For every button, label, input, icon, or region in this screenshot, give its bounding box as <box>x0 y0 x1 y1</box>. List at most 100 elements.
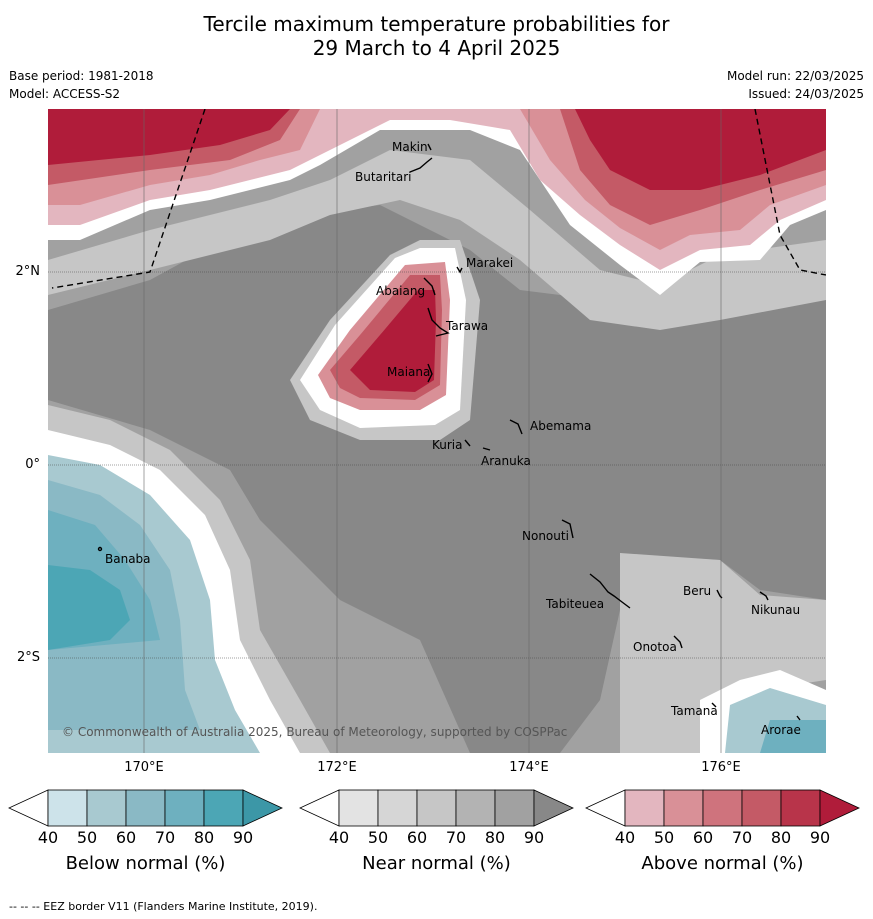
below-normal-80-south-east <box>760 720 826 753</box>
colorbar-1 <box>8 789 283 827</box>
colorbar-tick-label: 70 <box>154 828 176 847</box>
lat-label-2S: 2°S <box>16 650 40 665</box>
lon-label-172E: 172°E <box>317 760 357 775</box>
label-kuria: Kuria <box>432 438 463 452</box>
colorbar-tick-label: 50 <box>76 828 98 847</box>
tamana-island <box>711 702 717 708</box>
lon-label-174E: 174°E <box>509 760 549 775</box>
colorbar-tick-label: 80 <box>770 828 792 847</box>
colorbar-tick-label: 40 <box>614 828 636 847</box>
near-normal-90-area <box>48 205 826 753</box>
colorbar-label: Above normal (%) <box>641 853 804 874</box>
label-banaba: Banaba <box>105 552 151 566</box>
colorbars <box>8 789 860 827</box>
eez-border-west <box>51 109 206 289</box>
arorae-island <box>796 715 801 721</box>
colorbar-tick-label: 90 <box>523 828 545 847</box>
below-normal-90-south-west <box>48 565 130 650</box>
colorbar-segment <box>416 789 457 827</box>
butaritari-island <box>409 157 433 173</box>
label-beru: Beru <box>683 584 711 598</box>
colorbar-extend-low <box>299 789 340 827</box>
maiana-island <box>427 363 433 383</box>
colorbar-tick-label: 60 <box>406 828 428 847</box>
map-title: Tercile maximum temperature probabilitie… <box>0 12 873 60</box>
aranuka-island <box>482 447 491 451</box>
colorbar-segment <box>338 789 379 827</box>
colorbar-segment <box>702 789 743 827</box>
label-aranuka: Aranuka <box>481 454 531 468</box>
label-arorae: Arorae <box>761 723 801 737</box>
nikunau-island <box>759 591 769 601</box>
base-period: Base period: 1981-2018 <box>9 69 154 83</box>
above-normal-90-tarawa <box>350 290 436 392</box>
colorbar-segment <box>86 789 127 827</box>
label-tabiteuea: Tabiteuea <box>545 597 604 611</box>
colorbar-3 <box>585 789 860 827</box>
label-butaritari: Butaritari <box>355 170 412 184</box>
place-labels: Makin Butaritari Marakei Abaiang Tarawa … <box>105 140 801 737</box>
label-makin: Makin <box>392 140 428 154</box>
colorbar-extend-high <box>533 789 574 827</box>
colorbar-segment <box>780 789 821 827</box>
colorbar-tick-label: 80 <box>484 828 506 847</box>
label-onotoa: Onotoa <box>633 640 677 654</box>
colorbar-segment <box>741 789 782 827</box>
eez-footnote: -- -- -- EEZ border V11 (Flanders Marine… <box>9 900 318 913</box>
tarawa-island <box>427 307 450 337</box>
title-line-1: Tercile maximum temperature probabilitie… <box>203 12 670 36</box>
label-abaiang: Abaiang <box>376 284 425 298</box>
colorbar-segment <box>455 789 496 827</box>
colorbar-segment <box>663 789 704 827</box>
colorbar-extend-low <box>585 789 626 827</box>
label-marakei: Marakei <box>466 256 513 270</box>
colorbar-tick-label: 70 <box>731 828 753 847</box>
abemama-island <box>509 419 523 435</box>
colorbar-extend-low <box>8 789 49 827</box>
colorbar-segment <box>164 789 205 827</box>
colorbar-tick-label: 90 <box>232 828 254 847</box>
colorbar-extend-high <box>242 789 283 827</box>
lon-label-176E: 176°E <box>701 760 741 775</box>
colorbar-segment <box>125 789 166 827</box>
label-nikunau: Nikunau <box>751 603 800 617</box>
onotoa-island <box>673 635 683 649</box>
issued-date: Issued: 24/03/2025 <box>748 87 864 101</box>
copyright-notice: © Commonwealth of Australia 2025, Bureau… <box>62 725 568 739</box>
colorbar-label: Near normal (%) <box>362 853 511 874</box>
label-tarawa: Tarawa <box>445 319 488 333</box>
colorbar-tick-label: 60 <box>692 828 714 847</box>
label-tamana: Tamana <box>670 704 718 718</box>
above-normal-90-north <box>48 109 826 190</box>
lon-label-170E: 170°E <box>124 760 164 775</box>
marakei-island <box>456 266 463 274</box>
map-canvas: Makin Butaritari Marakei Abaiang Tarawa … <box>48 109 826 753</box>
nonouti-island <box>561 519 574 539</box>
abaiang-island <box>423 277 436 296</box>
colorbar-tick-label: 90 <box>809 828 831 847</box>
colorbar-tick-label: 60 <box>115 828 137 847</box>
label-maiana: Maiana <box>387 365 430 379</box>
grid-lines <box>48 271 826 659</box>
model-name: Model: ACCESS-S2 <box>9 87 121 101</box>
beru-island <box>716 589 723 599</box>
lat-label-equator: 0° <box>25 457 40 472</box>
colorbar-segment <box>47 789 88 827</box>
makin-island <box>427 143 432 151</box>
eez-border-east <box>754 109 826 276</box>
colorbar-extend-high <box>819 789 860 827</box>
colorbar-segment <box>624 789 665 827</box>
lat-label-2N: 2°N <box>15 264 41 279</box>
colorbar-tick-label: 50 <box>653 828 675 847</box>
meridian-lines <box>143 109 722 753</box>
kuria-island <box>464 439 471 447</box>
colorbar-2 <box>299 789 574 827</box>
colorbar-segment <box>377 789 418 827</box>
colorbar-tick-label: 40 <box>328 828 350 847</box>
colorbar-tick-label: 80 <box>193 828 215 847</box>
colorbar-label: Below normal (%) <box>65 853 226 874</box>
colorbar-tick-label: 70 <box>445 828 467 847</box>
label-nonouti: Nonouti <box>522 529 569 543</box>
near-normal-50-band-north <box>48 150 826 330</box>
